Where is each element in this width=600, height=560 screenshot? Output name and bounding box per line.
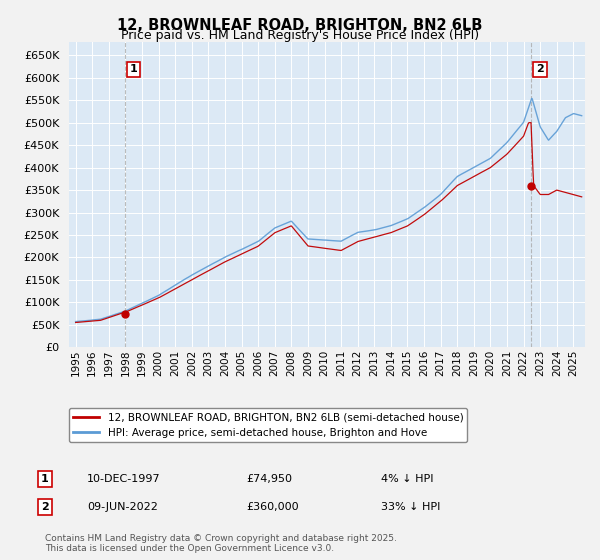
Text: 1: 1 xyxy=(130,64,137,74)
Text: 12, BROWNLEAF ROAD, BRIGHTON, BN2 6LB: 12, BROWNLEAF ROAD, BRIGHTON, BN2 6LB xyxy=(118,18,482,33)
Text: 2: 2 xyxy=(536,64,544,74)
Text: £360,000: £360,000 xyxy=(246,502,299,512)
Text: Contains HM Land Registry data © Crown copyright and database right 2025.
This d: Contains HM Land Registry data © Crown c… xyxy=(45,534,397,553)
Text: 33% ↓ HPI: 33% ↓ HPI xyxy=(381,502,440,512)
Text: 2: 2 xyxy=(41,502,49,512)
Text: £74,950: £74,950 xyxy=(246,474,292,484)
Text: 10-DEC-1997: 10-DEC-1997 xyxy=(87,474,161,484)
Text: 1: 1 xyxy=(41,474,49,484)
Text: Price paid vs. HM Land Registry's House Price Index (HPI): Price paid vs. HM Land Registry's House … xyxy=(121,29,479,42)
Text: 4% ↓ HPI: 4% ↓ HPI xyxy=(381,474,433,484)
Text: 09-JUN-2022: 09-JUN-2022 xyxy=(87,502,158,512)
Legend: 12, BROWNLEAF ROAD, BRIGHTON, BN2 6LB (semi-detached house), HPI: Average price,: 12, BROWNLEAF ROAD, BRIGHTON, BN2 6LB (s… xyxy=(69,408,467,442)
